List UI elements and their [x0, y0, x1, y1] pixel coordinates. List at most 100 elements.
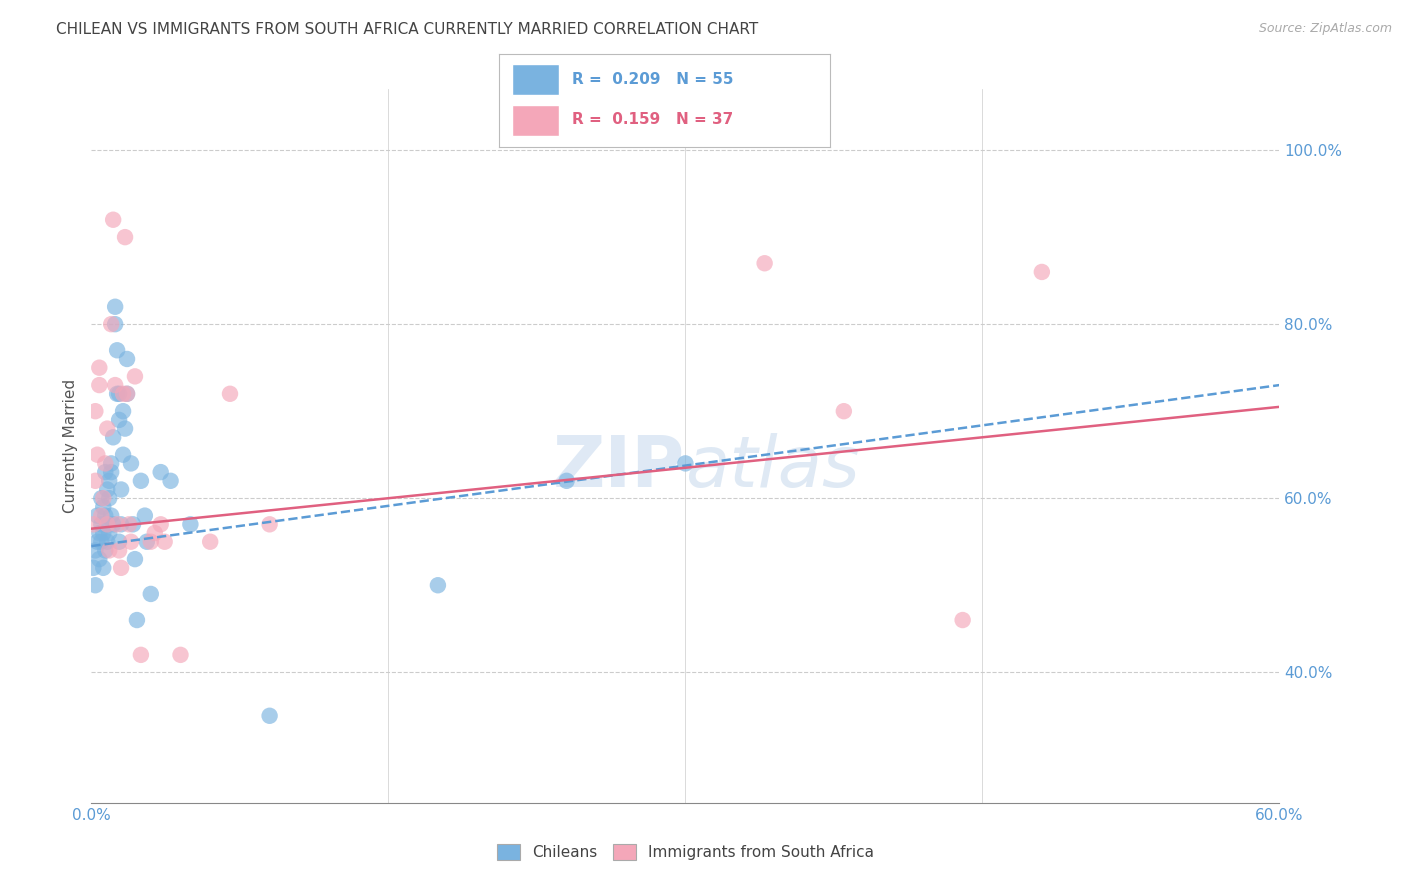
Point — [101, 430, 124, 444]
Point — [98, 491, 121, 506]
Point — [105, 386, 128, 401]
Point — [86, 508, 108, 523]
Point — [90, 534, 112, 549]
Point — [115, 386, 138, 401]
Text: Source: ZipAtlas.com: Source: ZipAtlas.com — [1258, 22, 1392, 36]
Point — [91, 526, 114, 541]
Point — [149, 465, 172, 479]
Text: CHILEAN VS IMMIGRANTS FROM SOUTH AFRICA CURRENTLY MARRIED CORRELATION CHART: CHILEAN VS IMMIGRANTS FROM SOUTH AFRICA … — [56, 22, 758, 37]
Point — [129, 648, 152, 662]
Point — [96, 483, 118, 497]
Point — [114, 230, 136, 244]
Point — [91, 561, 114, 575]
Point — [135, 534, 157, 549]
Text: R =  0.159   N = 37: R = 0.159 N = 37 — [572, 112, 733, 127]
Point — [96, 534, 118, 549]
Point — [952, 613, 974, 627]
Point — [112, 386, 135, 401]
Point — [112, 404, 135, 418]
Text: R =  0.209   N = 55: R = 0.209 N = 55 — [572, 71, 734, 87]
Point — [104, 300, 127, 314]
Point — [115, 351, 138, 366]
Point — [98, 474, 121, 488]
Point — [555, 474, 578, 488]
Point — [100, 508, 122, 523]
Point — [159, 474, 181, 488]
Point — [90, 517, 112, 532]
Point — [89, 552, 111, 566]
Point — [200, 534, 222, 549]
Point — [426, 578, 449, 592]
Point — [169, 648, 191, 662]
Point — [129, 474, 152, 488]
Point — [179, 517, 201, 532]
Point — [94, 543, 117, 558]
Point — [153, 534, 176, 549]
Point — [124, 369, 146, 384]
Point — [100, 457, 122, 471]
Point — [100, 465, 122, 479]
Point — [122, 517, 145, 532]
Legend: Chileans, Immigrants from South Africa: Chileans, Immigrants from South Africa — [491, 838, 880, 866]
Point — [96, 517, 118, 532]
Point — [82, 561, 104, 575]
Point — [94, 465, 117, 479]
Point — [139, 534, 162, 549]
Point — [91, 500, 114, 514]
Point — [86, 448, 108, 462]
Point — [120, 457, 142, 471]
FancyBboxPatch shape — [512, 64, 558, 95]
Point — [94, 508, 117, 523]
Point — [149, 517, 172, 532]
Point — [82, 517, 104, 532]
Point — [124, 552, 146, 566]
Point — [98, 543, 121, 558]
Point — [115, 386, 138, 401]
Point — [259, 708, 281, 723]
Point — [98, 526, 121, 541]
Point — [104, 317, 127, 331]
Point — [100, 317, 122, 331]
Point — [108, 534, 131, 549]
Point — [134, 508, 156, 523]
Point — [108, 543, 131, 558]
Point — [89, 378, 111, 392]
Point — [143, 526, 166, 541]
Point — [110, 483, 132, 497]
Point — [96, 421, 118, 435]
Point — [101, 517, 124, 532]
Point — [101, 212, 124, 227]
Point — [84, 474, 107, 488]
Point — [110, 561, 132, 575]
Point — [96, 517, 118, 532]
Point — [673, 457, 696, 471]
Text: ZIP: ZIP — [553, 433, 685, 502]
Point — [110, 517, 132, 532]
Point — [108, 386, 131, 401]
Point — [90, 508, 112, 523]
Point — [219, 386, 242, 401]
Point — [1031, 265, 1053, 279]
Point — [84, 543, 107, 558]
Point — [89, 526, 111, 541]
Point — [118, 517, 141, 532]
FancyBboxPatch shape — [512, 105, 558, 136]
Point — [125, 613, 148, 627]
Y-axis label: Currently Married: Currently Married — [63, 379, 79, 513]
Point — [120, 534, 142, 549]
Point — [112, 448, 135, 462]
Point — [86, 534, 108, 549]
Point — [754, 256, 776, 270]
Point — [91, 491, 114, 506]
Point — [105, 517, 128, 532]
Text: atlas: atlas — [685, 433, 860, 502]
Point — [90, 491, 112, 506]
Point — [108, 413, 131, 427]
Point — [84, 404, 107, 418]
Point — [105, 343, 128, 358]
Point — [104, 378, 127, 392]
Point — [259, 517, 281, 532]
Point — [832, 404, 855, 418]
Point — [114, 421, 136, 435]
Point — [94, 457, 117, 471]
